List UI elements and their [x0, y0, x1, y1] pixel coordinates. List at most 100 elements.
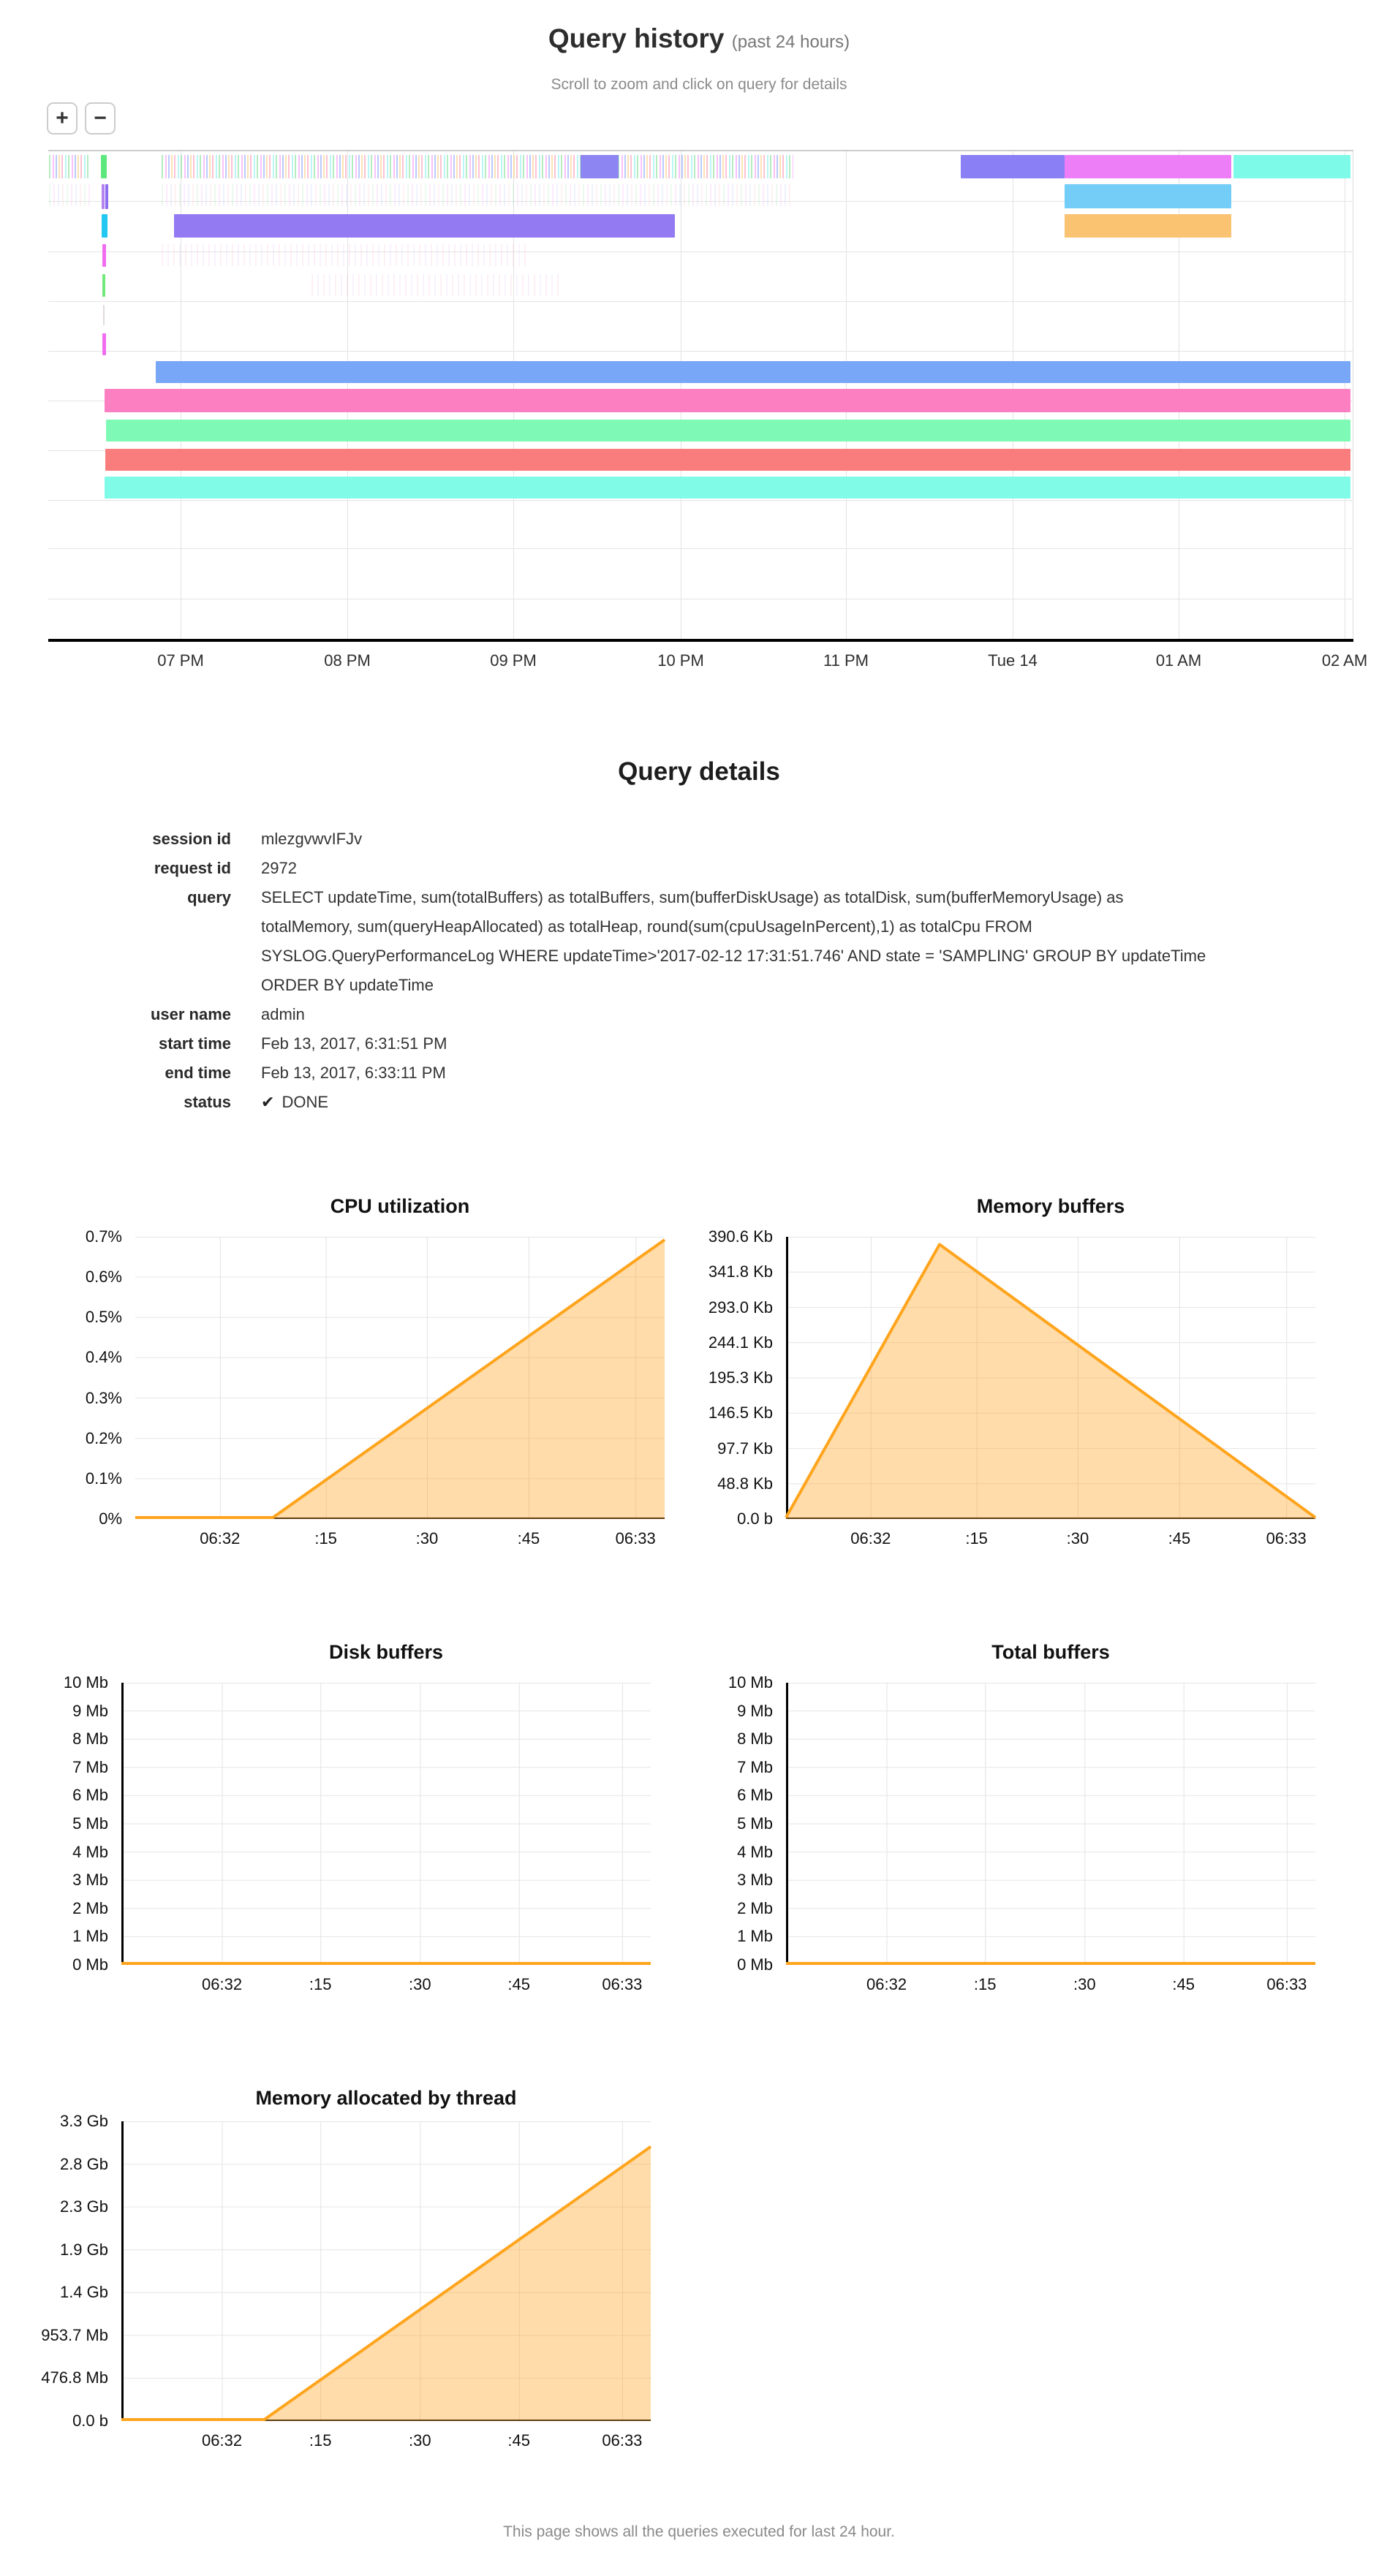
chart-x-axis-labels: 06:32:15:30:45 06:33: [135, 1529, 665, 1551]
x-tick-label: :15: [973, 1975, 997, 1993]
query-bar[interactable]: [102, 184, 105, 209]
y-tick-label: 4 Mb: [737, 1842, 773, 1861]
x-tick-label: :30: [409, 1975, 431, 1993]
y-tick-label: 3 Mb: [72, 1871, 108, 1890]
x-tick-label: :30: [409, 2431, 431, 2450]
query-bar[interactable]: [102, 214, 107, 238]
y-tick-label: 0.7%: [85, 1227, 122, 1246]
plus-icon: +: [56, 106, 69, 130]
y-tick-label: 2.8 Gb: [59, 2154, 108, 2173]
page-title-text: Query history: [548, 23, 725, 53]
zoom-in-button[interactable]: +: [47, 102, 78, 135]
detail-row: session id mlezgvwvIFJv: [70, 825, 1313, 854]
y-tick-label: 6 Mb: [72, 1786, 108, 1805]
y-tick-label: 0 Mb: [72, 1955, 108, 1974]
x-tick-label: 06:33: [602, 1975, 643, 1993]
chart-plot-area: [135, 1237, 666, 1519]
detail-label: start time: [158, 1034, 231, 1053]
query-stripe-cluster[interactable]: [311, 274, 560, 296]
timeline-horizontal-gridline: [48, 251, 1353, 252]
y-tick-label: 1 Mb: [737, 1927, 773, 1946]
query-bar[interactable]: [102, 274, 105, 297]
x-tick-label: :15: [309, 1975, 332, 1993]
y-tick-label: 2.3 Gb: [59, 2197, 108, 2216]
timeline-tick-label: 09 PM: [490, 651, 537, 670]
detail-row: end time Feb 13, 2017, 6:33:11 PM: [70, 1058, 1313, 1088]
query-bar[interactable]: [174, 214, 675, 238]
query-stripe-cluster[interactable]: [162, 244, 527, 266]
query-stripe-cluster[interactable]: [162, 184, 793, 206]
query-bar[interactable]: [1065, 155, 1231, 178]
x-tick-label: :45: [1172, 1975, 1195, 1993]
y-tick-label: 0.2%: [85, 1428, 122, 1447]
chart-x-axis-labels: 06:32:15:30:45 06:33: [786, 1529, 1315, 1551]
query-bar[interactable]: [1065, 214, 1231, 238]
x-tick-label: 06:32: [200, 1529, 241, 1548]
page-subtitle: Scroll to zoom and click on query for de…: [551, 76, 847, 93]
x-tick-label: 06:32: [202, 1975, 243, 1993]
query-stripe-cluster[interactable]: [162, 155, 793, 178]
y-tick-label: 0.1%: [85, 1469, 122, 1488]
zoom-out-button[interactable]: −: [85, 102, 116, 135]
y-tick-label: 7 Mb: [72, 1757, 108, 1776]
y-tick-label: 0.6%: [85, 1268, 122, 1287]
page-footer: This page shows all the queries executed…: [503, 2523, 895, 2540]
chart-title: Total buffers: [991, 1641, 1110, 1663]
y-tick-label: 3.3 Gb: [59, 2112, 108, 2130]
zoom-controls: + −: [47, 102, 116, 135]
query-stripe-cluster[interactable]: [49, 184, 91, 206]
x-tick-label: 06:33: [1266, 1529, 1307, 1548]
query-bar[interactable]: [105, 449, 1350, 471]
query-bar[interactable]: [102, 333, 106, 355]
series-line: [121, 2145, 652, 2421]
query-bar[interactable]: [101, 155, 107, 178]
query-bar[interactable]: [105, 477, 1350, 499]
detail-row: query SELECT updateTime, sum(totalBuffers…: [70, 883, 1313, 1000]
detail-row: status ✔ DONE: [70, 1088, 1313, 1117]
detail-label: session id: [152, 830, 231, 848]
y-tick-label: 5 Mb: [72, 1814, 108, 1833]
series-line: [785, 1243, 1317, 1519]
chart-y-axis-labels: 3.3 Gb 2.8 Gb 2.3 Gb 1.9 Gb 1.4 Gb 953.7 Mb 47…: [12, 2112, 108, 2430]
timeline-horizontal-gridline: [48, 500, 1353, 501]
query-bar[interactable]: [1065, 184, 1231, 208]
y-tick-label: 0.0 b: [737, 1509, 773, 1528]
x-tick-label: 06:32: [866, 1975, 907, 1993]
query-history-timeline[interactable]: 07 PM 08 PM 09 PM 10 PM 11 PM Tue 14 01 AM 02 A…: [48, 150, 1367, 670]
timeline-x-axis: [48, 639, 1353, 642]
query-bar[interactable]: [102, 244, 106, 267]
page-title-suffix: (past 24 hours): [731, 32, 850, 52]
chart-x-axis-labels: 06:32:15:30:45 06:33: [121, 2431, 651, 2453]
page-header: Query history (past 24 hours) Scroll to …: [0, 23, 1398, 94]
y-tick-label: 48.8 Kb: [717, 1474, 773, 1493]
x-tick-label: :15: [965, 1529, 988, 1548]
y-tick-label: 8 Mb: [737, 1730, 773, 1749]
y-tick-label: 5 Mb: [737, 1814, 773, 1833]
query-bar[interactable]: [105, 389, 1350, 412]
chart-title: Memory allocated by thread: [255, 2087, 517, 2109]
area-fill: [135, 1240, 665, 1519]
query-bar[interactable]: [581, 155, 619, 178]
x-tick-label: :30: [1073, 1975, 1096, 1993]
check-icon: ✔: [261, 1093, 275, 1111]
y-tick-label: 1.9 Gb: [59, 2240, 108, 2259]
query-stripe-cluster[interactable]: [49, 155, 91, 178]
query-bar[interactable]: [105, 184, 108, 209]
timeline-horizontal-gridline: [48, 351, 1353, 352]
query-bar[interactable]: [961, 155, 1065, 178]
query-bar[interactable]: [103, 305, 105, 325]
y-tick-label: 0%: [99, 1509, 122, 1528]
detail-value: SELECT updateTime, sum(totalBuffers) as …: [261, 888, 1206, 994]
y-tick-label: 476.8 Mb: [41, 2368, 108, 2387]
query-bar[interactable]: [106, 420, 1350, 442]
y-tick-label: 195.3 Kb: [708, 1368, 773, 1387]
y-tick-label: 2 Mb: [72, 1898, 108, 1917]
chart-title: Memory buffers: [976, 1195, 1125, 1217]
timeline-horizontal-gridline: [48, 548, 1353, 549]
x-tick-label: 06:33: [615, 1529, 656, 1548]
chart-plot-area: [121, 1683, 651, 1965]
query-bar[interactable]: [156, 361, 1350, 383]
minus-icon: −: [94, 106, 107, 130]
query-bar[interactable]: [1233, 155, 1350, 178]
y-tick-label: 1 Mb: [72, 1927, 108, 1946]
